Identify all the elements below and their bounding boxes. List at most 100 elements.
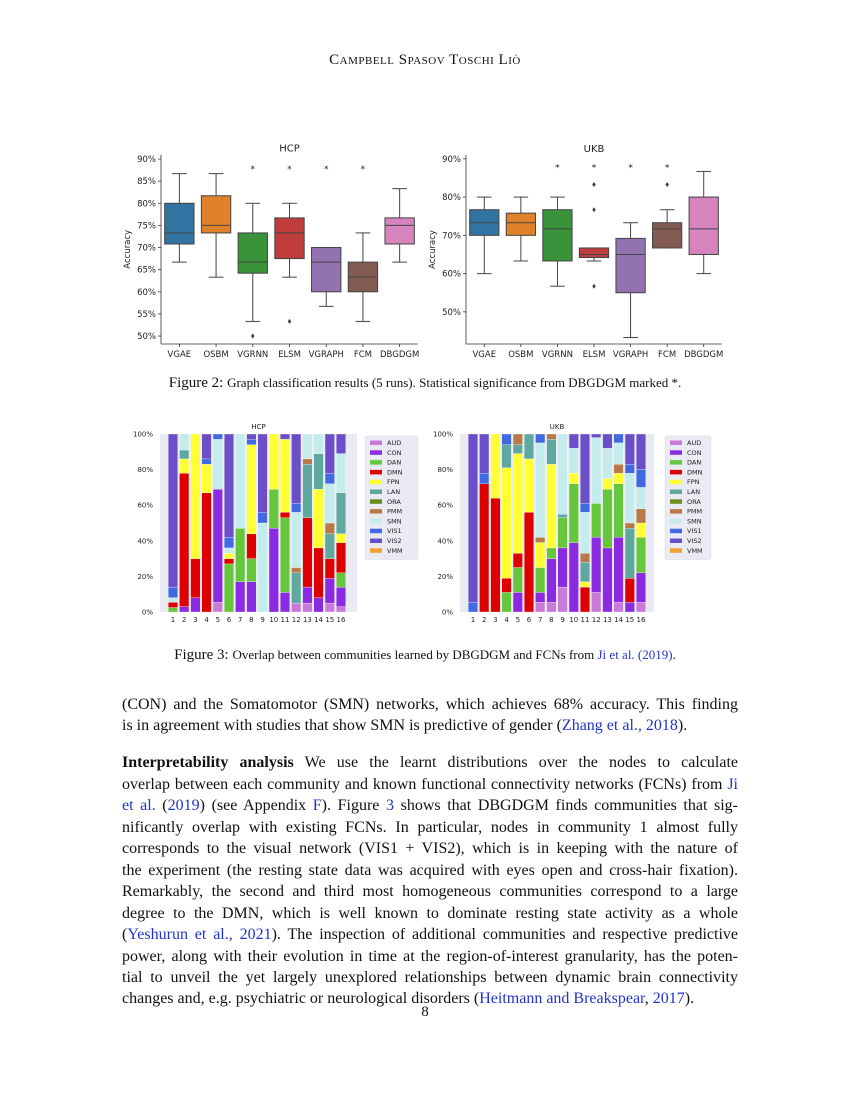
bar-community-4: [501, 433, 512, 613]
box-osbm: [200, 173, 232, 278]
chart-title: HCP: [279, 144, 300, 155]
box-iqr: [615, 237, 646, 294]
bar-segment-smn: [535, 442, 546, 538]
legend-label: DMN: [687, 468, 703, 476]
bar-community-5: [212, 433, 223, 613]
bar-segment-dmn: [224, 558, 234, 565]
x-tick-label: VGRNN: [237, 350, 268, 360]
box-vgae: [164, 173, 195, 263]
bar-segment-fpn: [501, 467, 512, 579]
bar-segment-dan: [224, 563, 234, 613]
legend-label: VIS1: [387, 527, 402, 535]
legend-label: AUD: [387, 439, 401, 447]
citation-link[interactable]: 3: [386, 797, 394, 814]
bar-segment-con: [591, 537, 602, 593]
bar-segment-pmm: [624, 522, 635, 529]
x-tick-label: DBGDGM: [380, 350, 419, 360]
bar-segment-fpn: [535, 542, 546, 568]
bar-community-1: [468, 433, 478, 613]
box-vgrnn: [237, 202, 268, 339]
bar-segment-fpn: [512, 453, 523, 554]
significance-marker: *: [665, 163, 670, 173]
legend-swatch-vmm: [370, 548, 382, 553]
bar-segment-aud: [546, 602, 557, 613]
bar-segment-aud: [302, 602, 313, 613]
legend-swatch-lan: [670, 489, 682, 494]
x-tick-label: 11: [281, 616, 290, 624]
x-tick-label: VGRNN: [542, 350, 573, 360]
x-tick-label: ELSM: [583, 350, 606, 360]
legend-label: FPN: [687, 478, 700, 486]
bar-segment-vis1: [624, 464, 635, 474]
y-tick-label: 20%: [437, 573, 453, 581]
text-run: ,: [644, 990, 653, 1007]
text-run: corresponds to the visual network (VIS1 …: [122, 840, 738, 857]
bar-segment-dmn: [336, 542, 346, 573]
citation-link[interactable]: et al.: [122, 797, 156, 814]
legend-swatch-smn: [370, 518, 382, 524]
bar-segment-vis2: [624, 433, 635, 465]
y-tick-label: 70%: [137, 244, 156, 254]
bar-community-12: [291, 433, 302, 613]
bar-segment-aud: [557, 586, 568, 613]
bar-segment-dan: [591, 503, 602, 538]
bar-segment-dmn: [313, 547, 324, 598]
text-line: overlap between each community and known…: [122, 775, 738, 795]
citation-link[interactable]: Yeshurun et al., 2021: [127, 926, 272, 943]
text-line: et al. (2019) (see Appendix F). Figure 3…: [122, 796, 738, 816]
citation-link[interactable]: 2019: [167, 797, 200, 814]
bar-segment-fpn: [580, 581, 590, 588]
bar-community-13: [602, 433, 613, 613]
bar-community-5: [512, 433, 523, 613]
legend-label: VMM: [387, 547, 403, 555]
bar-community-8: [246, 433, 257, 613]
y-tick-label: 85%: [137, 177, 156, 187]
legend-swatch-vis1: [370, 528, 382, 534]
text-run: (: [155, 797, 168, 814]
text-run: ). The inspection of additional communit…: [271, 926, 738, 943]
text-run: tial to unveil the yet largely unexplore…: [122, 969, 738, 986]
bar-segment-vis1: [613, 433, 624, 444]
box-iqr: [652, 222, 683, 249]
bar-segment-con: [568, 542, 579, 613]
x-tick-label: 1: [171, 616, 175, 624]
bar-segment-con: [613, 537, 624, 603]
x-tick-label: 10: [269, 616, 278, 624]
x-tick-label: DBGDGM: [684, 350, 723, 360]
bar-community-3: [490, 433, 501, 613]
legend-swatch-dan: [670, 460, 682, 465]
legend-swatch-vis2: [670, 538, 682, 543]
citation-link[interactable]: Heitmann and Breakspear: [479, 990, 645, 1007]
bar-segment-vis1: [580, 503, 590, 513]
bar-segment-aud: [324, 602, 335, 613]
text-run: shows that DBGDGM finds communities that…: [394, 797, 739, 814]
bar-segment-vis1: [201, 458, 212, 465]
bar-segment-fpn: [268, 433, 279, 490]
bar-segment-dmn: [580, 586, 590, 613]
bar-segment-dmn: [324, 558, 335, 579]
citation-link[interactable]: 2017: [652, 990, 685, 1007]
citation-link[interactable]: F: [312, 797, 322, 814]
figure-2-caption: Figure 2: Graph classification results (…: [0, 375, 850, 392]
bar-segment-con: [324, 578, 335, 604]
bar-segment-smn: [613, 442, 624, 465]
bar-segment-smn: [636, 487, 646, 509]
bar-segment-vis1: [468, 602, 478, 613]
bar-community-10: [568, 433, 579, 613]
bar-segment-lan: [557, 513, 568, 518]
bar-community-14: [313, 433, 324, 613]
citation-link[interactable]: Zhang et al., 2018: [561, 717, 678, 734]
box-osbm: [505, 196, 536, 262]
bar-segment-dan: [557, 517, 568, 549]
bar-community-12: [591, 433, 602, 613]
x-tick-label: 3: [193, 616, 197, 624]
bar-segment-vis2: [291, 433, 302, 504]
legend-swatch-vmm: [670, 548, 682, 553]
bar-segment-fpn: [524, 458, 534, 513]
bar-segment-aud: [591, 592, 602, 613]
outlier-point: [592, 207, 596, 213]
citation-link[interactable]: Ji: [727, 775, 738, 793]
citation-link[interactable]: Ji et al. (2019): [597, 647, 673, 662]
bar-segment-vis2: [246, 433, 257, 440]
bar-segment-smn: [624, 473, 635, 524]
